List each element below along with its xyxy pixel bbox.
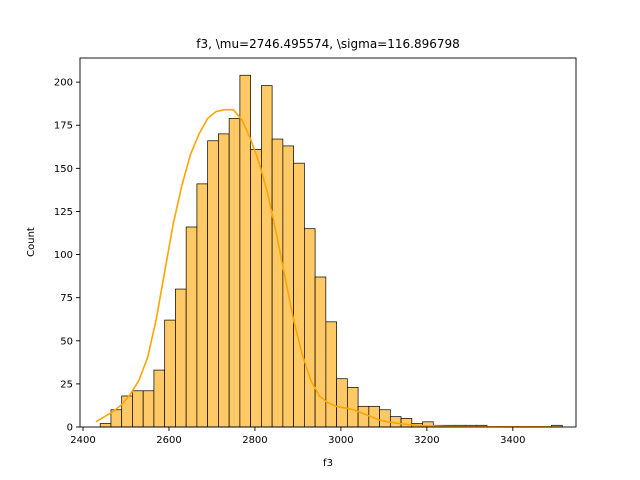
histogram-bar (325, 321, 337, 428)
histogram-bar (132, 390, 144, 428)
histogram-bar (282, 145, 294, 428)
x-tick-label: 3400 (500, 435, 525, 446)
histogram-bar (164, 319, 176, 428)
y-tick-label: 200 (54, 78, 73, 89)
histogram-bar (271, 138, 284, 428)
histogram-bar (336, 378, 348, 428)
histogram-bars (99, 74, 563, 428)
histogram-bar (314, 276, 327, 428)
y-tick-label: 0 (67, 423, 73, 434)
x-tick-label: 2400 (70, 435, 95, 446)
histogram-bar (304, 228, 316, 428)
histogram-bar (175, 288, 187, 428)
x-tick-label: 2600 (156, 435, 181, 446)
x-tick-label: 3200 (414, 435, 439, 446)
histogram-bar (250, 149, 262, 428)
y-tick-label: 50 (60, 336, 73, 347)
histogram-bar (185, 226, 198, 428)
histogram-bar (153, 369, 166, 428)
histogram-bar (121, 395, 133, 428)
histogram-bar (228, 118, 241, 428)
histogram-bar (400, 418, 413, 428)
x-axis-label: f3 (323, 458, 333, 469)
y-axis-label: Count (26, 227, 37, 257)
histogram-bar (142, 390, 155, 428)
histogram-bar (207, 140, 219, 428)
histogram-bar (293, 162, 305, 428)
kde-curve (95, 108, 552, 428)
histogram-bar (379, 409, 391, 428)
chart-title: f3, \mu=2746.495574, \sigma=116.896798 (196, 37, 460, 51)
y-tick-label: 175 (54, 121, 73, 132)
x-axis: 2400 2600 2800 3000 3200 3400 (70, 427, 526, 446)
y-tick-label: 150 (54, 164, 73, 175)
y-tick-label: 125 (54, 207, 73, 218)
histogram-bar (99, 423, 112, 428)
y-tick-label: 25 (60, 379, 73, 390)
histogram-bar (196, 183, 209, 428)
y-axis: 0 25 50 75 100 125 150 175 200 (54, 78, 80, 434)
x-tick-label: 3000 (328, 435, 353, 446)
histogram-bar (357, 405, 370, 428)
histogram-bar (218, 133, 230, 428)
y-tick-label: 75 (60, 293, 73, 304)
histogram-bar (261, 85, 273, 428)
histogram-bar (346, 386, 359, 428)
y-tick-label: 100 (54, 250, 73, 261)
x-tick-label: 2800 (242, 435, 267, 446)
plot-frame (79, 57, 577, 428)
